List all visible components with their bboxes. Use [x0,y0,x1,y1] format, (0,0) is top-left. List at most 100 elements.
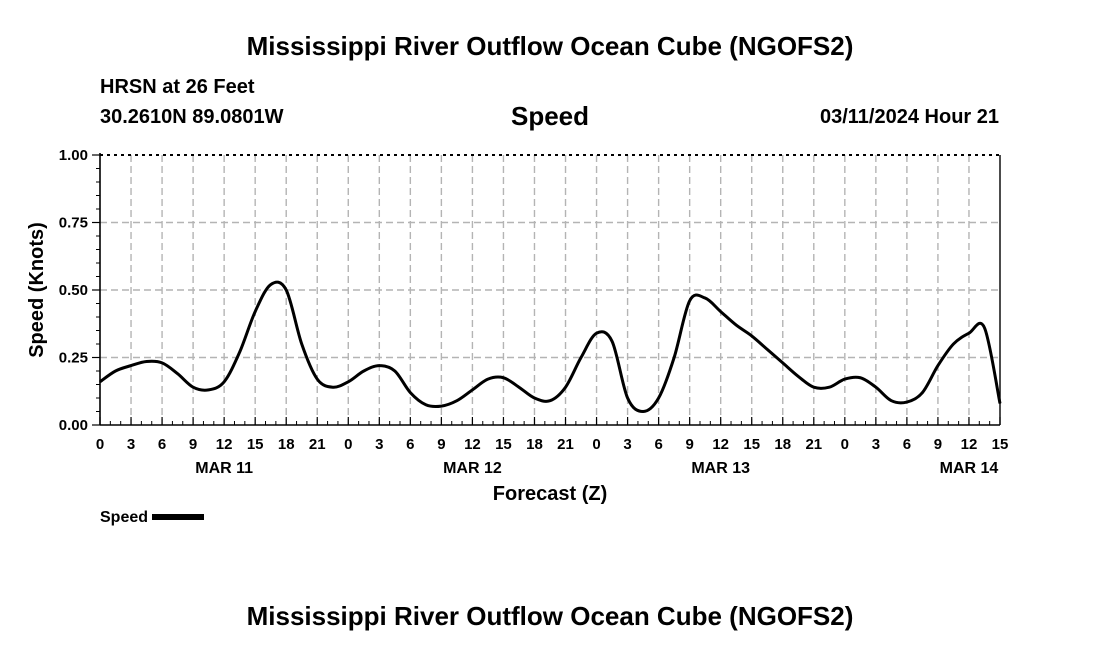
speed-data-point [207,389,210,391]
speed-data-point [331,386,334,389]
x-tick-label: 6 [654,436,662,453]
x-tick-label: 21 [805,436,822,453]
axes [92,153,1001,426]
x-tick-label: 6 [903,436,911,453]
x-tick-label: 3 [623,436,631,453]
speed-data-point [859,376,862,379]
speed-data-point [642,410,644,413]
speed-data-point [952,343,955,345]
x-tick-label: 12 [464,436,481,453]
speed-data-point [595,332,598,335]
speed-data-point [347,381,350,383]
speed-data-point [704,297,706,299]
series [99,280,1002,413]
y-tick-label: 0.50 [59,282,88,299]
speed-data-point [362,370,365,372]
y-axis-label: Speed (Knots) [26,222,48,358]
x-tick-label: 0 [344,436,352,453]
x-tick-label: 15 [495,436,512,453]
speed-data-point [192,386,194,389]
speed-series-line [99,280,1002,413]
x-tick-label: 9 [934,436,942,453]
speed-data-point [766,348,769,351]
x-date-label: MAR 14 [940,460,999,477]
speed-data-point [968,332,970,335]
y-tick-label: 0.00 [59,417,88,434]
speed-data-point [130,364,132,367]
chart-title: Mississippi River Outflow Ocean Cube (NG… [246,31,854,61]
speed-data-point [394,370,396,372]
speed-data-point [440,405,443,407]
x-tick-label: 18 [774,436,791,453]
station-coordinates: 30.2610N 89.0801W [100,106,284,128]
x-tick-label: 15 [247,436,264,453]
speed-data-point [238,351,241,353]
speed-data-point [425,403,427,406]
legend-label: Speed [100,509,149,526]
speed-data-point [781,362,784,364]
station-label: HRSN at 26 Feet [100,76,255,98]
speed-data-point [409,391,412,394]
speed-data-point [223,381,225,383]
speed-data-point [176,372,179,375]
speed-data-point [471,389,474,391]
speed-data-point [673,356,675,359]
speed-data-point [580,356,582,359]
x-date-label: MAR 12 [443,460,502,477]
speed-data-point [487,378,489,380]
panel-title: Speed [510,101,590,131]
y-tick-label: 0.75 [59,215,88,232]
grid-lines [100,155,1000,425]
x-tick-label: 15 [743,436,760,453]
speed-data-point [533,397,536,399]
speed-data-point [145,360,148,363]
speed-data-point [875,386,877,389]
speed-data-point [844,378,846,380]
speed-data-point [688,300,691,302]
speed-data-point [657,397,660,399]
speed-data-point [254,310,256,313]
speed-data-point [735,324,738,326]
speed-data-point [564,386,567,389]
speed-data-point [797,375,800,378]
x-date-label: MAR 13 [691,460,750,477]
speed-data-point [937,364,939,367]
speed-data-point [750,335,753,337]
speed-data-point [719,310,722,313]
speed-data-point [114,370,117,372]
forecast-datetime: 03/11/2024 Hour 21 [819,106,999,128]
speed-data-point [611,340,613,343]
legend: Speed [100,509,205,527]
speed-data-point [983,327,986,329]
x-tick-label: 6 [406,436,414,453]
x-tick-label: 15 [992,436,1009,453]
y-tick-label: 0.25 [59,350,88,367]
x-tick-label: 6 [158,436,166,453]
x-tick-label: 12 [216,436,233,453]
x-tick-label: 21 [557,436,574,453]
x-tick-label: 21 [309,436,326,453]
speed-data-point [456,399,458,402]
y-tick-label: 1.00 [59,147,88,164]
speed-data-point [378,364,381,367]
x-date-label: MAR 11 [195,460,253,477]
x-tick-label: 0 [841,436,849,453]
x-axis-label: Forecast (Z) [493,483,607,505]
speed-data-point [626,397,629,399]
x-tick-label: 18 [526,436,543,453]
speed-data-point [890,399,893,402]
speed-data-point [906,401,908,403]
x-tick-label: 12 [961,436,978,453]
speed-data-point [921,391,924,394]
x-tick-label: 12 [712,436,729,453]
x-tick-label: 0 [96,436,104,453]
speed-data-point [316,378,319,380]
speed-data-point [502,376,505,379]
speed-data-point [999,402,1001,405]
speed-data-point [812,386,815,389]
speed-data-point [99,381,101,383]
speed-data-point [285,289,288,291]
legend-line-swatch [152,513,205,520]
x-tick-label: 9 [437,436,445,453]
